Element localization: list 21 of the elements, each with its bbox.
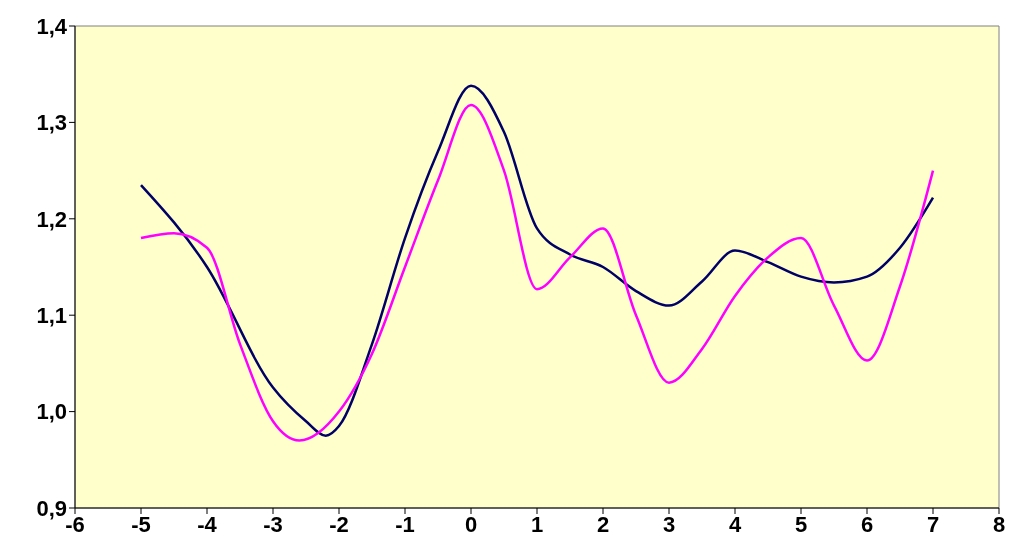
x-tick-label: 6 — [860, 511, 874, 537]
y-tick-label: 1,2 — [36, 206, 67, 232]
y-tick-label: 1,1 — [36, 303, 67, 329]
x-tick-label: -2 — [329, 511, 349, 537]
y-tick-label: 1,4 — [36, 13, 68, 39]
x-tick-label: 7 — [926, 511, 940, 537]
x-tick-label: 8 — [992, 511, 1006, 537]
x-tick-label: 0 — [464, 511, 478, 537]
y-tick-label: 1,0 — [36, 399, 67, 425]
x-tick-label: 3 — [662, 511, 676, 537]
x-tick-label: 2 — [596, 511, 610, 537]
x-tick-label: 5 — [794, 511, 808, 537]
x-tick-label: -1 — [395, 511, 415, 537]
x-tick-label: 1 — [530, 511, 544, 537]
y-tick-label: 1,3 — [36, 110, 67, 136]
x-tick-label: -3 — [263, 511, 283, 537]
x-tick-label: 4 — [728, 511, 742, 537]
x-tick-label: -6 — [65, 511, 85, 537]
x-tick-label: -5 — [131, 511, 151, 537]
x-tick-label: -4 — [197, 511, 218, 537]
y-tick-label: 0,9 — [36, 495, 67, 521]
